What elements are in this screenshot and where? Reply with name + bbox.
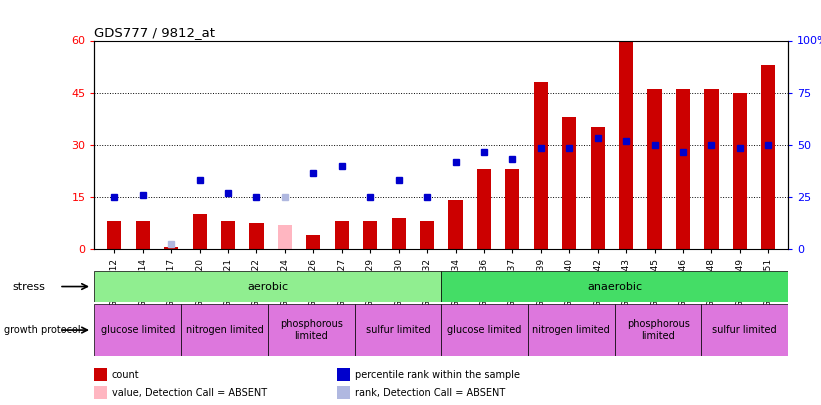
Bar (448, 200, 462, 249)
Bar (761, 65, 775, 249)
Text: sulfur limited: sulfur limited (365, 325, 430, 335)
Bar (94, 368, 107, 381)
Bar (337, 368, 350, 381)
Bar (420, 221, 434, 249)
Text: rank, Detection Call = ABSENT: rank, Detection Call = ABSENT (355, 388, 505, 398)
Bar (335, 221, 349, 249)
Bar (648, 89, 662, 249)
Bar (442, 304, 528, 356)
Text: glucose limited: glucose limited (447, 325, 522, 335)
Text: count: count (112, 369, 140, 379)
Bar (615, 304, 701, 356)
Bar (704, 89, 718, 249)
Bar (108, 221, 122, 249)
Bar (192, 214, 207, 249)
Bar (94, 304, 181, 356)
Text: anaerobic: anaerobic (587, 281, 642, 292)
Text: phosphorous
limited: phosphorous limited (280, 319, 342, 341)
Bar (676, 89, 690, 249)
Bar (442, 271, 788, 302)
Bar (277, 225, 292, 249)
Bar (619, 40, 633, 249)
Text: growth protocol: growth protocol (4, 325, 80, 335)
Bar (355, 304, 442, 356)
Bar (590, 128, 605, 249)
Bar (528, 304, 615, 356)
Bar (94, 386, 107, 399)
Bar (732, 93, 747, 249)
Bar (534, 82, 548, 249)
Bar (181, 304, 268, 356)
Bar (94, 271, 442, 302)
Bar (221, 221, 235, 249)
Text: stress: stress (12, 281, 45, 292)
Bar (164, 247, 178, 249)
Text: GDS777 / 9812_at: GDS777 / 9812_at (94, 26, 215, 39)
Bar (306, 235, 320, 249)
Bar (562, 117, 576, 249)
Bar (363, 221, 378, 249)
Text: glucose limited: glucose limited (101, 325, 175, 335)
Bar (268, 304, 355, 356)
Bar (701, 304, 788, 356)
Text: aerobic: aerobic (247, 281, 288, 292)
Bar (135, 221, 150, 249)
Bar (477, 169, 491, 249)
Bar (250, 223, 264, 249)
Bar (392, 218, 406, 249)
Text: percentile rank within the sample: percentile rank within the sample (355, 369, 520, 379)
Text: nitrogen limited: nitrogen limited (533, 325, 610, 335)
Text: phosphorous
limited: phosphorous limited (626, 319, 690, 341)
Text: nitrogen limited: nitrogen limited (186, 325, 264, 335)
Bar (337, 386, 350, 399)
Text: sulfur limited: sulfur limited (713, 325, 777, 335)
Bar (505, 169, 520, 249)
Text: value, Detection Call = ABSENT: value, Detection Call = ABSENT (112, 388, 267, 398)
